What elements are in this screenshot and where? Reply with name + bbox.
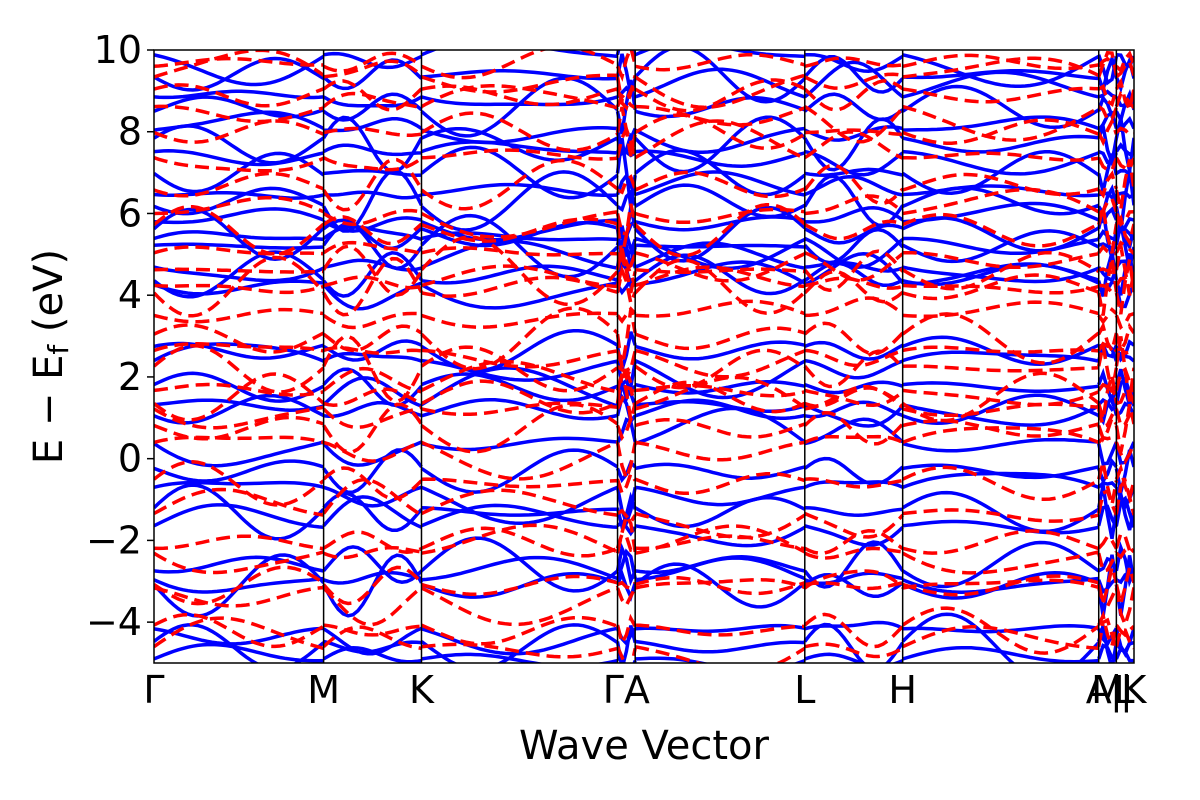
y-axis-ticks: −4 −2 0 2 4 6 8 10 xyxy=(86,28,154,644)
y-tick-label: 10 xyxy=(94,28,142,72)
high-symmetry-lines xyxy=(322,50,1118,663)
spin_up_solid-band xyxy=(154,536,1134,593)
y-axis-label-subscript: f xyxy=(42,344,75,355)
spin_down_dashed-band xyxy=(154,426,1134,484)
spin_down_dashed-band xyxy=(154,50,1134,111)
y-tick-label: 8 xyxy=(118,110,142,154)
spin_up_solid-band xyxy=(154,168,1134,233)
y-axis-label-unit: (eV) xyxy=(26,249,72,345)
spin_down_dashed-band xyxy=(154,187,1134,239)
spin_down_dashed-band xyxy=(154,157,1134,212)
spin_up_solid-band xyxy=(154,328,1134,373)
y-tick-label: −2 xyxy=(86,518,142,562)
spin_up_solid-band xyxy=(154,50,1134,104)
x-tick-label: ΓA xyxy=(603,668,650,712)
spin_down_dashed-band xyxy=(154,77,1134,114)
x-tick-label: | xyxy=(1110,668,1123,713)
spin_down_dashed-band xyxy=(154,371,1134,423)
spin_down_dashed-band xyxy=(154,235,1134,307)
spin_down_dashed-band xyxy=(154,84,1134,144)
spin_down_dashed-band xyxy=(154,402,1134,454)
x-tick-label: Γ xyxy=(143,668,164,712)
spin_down_dashed-band xyxy=(154,565,1134,606)
y-tick-label: 2 xyxy=(118,355,142,399)
y-axis-label-main: E − E xyxy=(26,355,72,465)
spin_down_dashed-band xyxy=(154,334,1134,404)
x-tick-label: | xyxy=(1120,668,1133,713)
x-tick-label: K xyxy=(409,668,435,712)
x-tick-label: K xyxy=(1122,668,1148,712)
spin_up_solid-band xyxy=(154,448,1134,495)
y-tick-label: 0 xyxy=(118,437,142,481)
x-tick-label: L xyxy=(794,668,815,712)
spin_down_dashed-band xyxy=(154,306,1134,371)
spin_down_dashed-band xyxy=(154,255,1134,318)
x-tick-label: H xyxy=(888,668,917,712)
spin_down_dashed-band xyxy=(154,50,1134,82)
x-tick-label: A xyxy=(1086,668,1112,712)
spin_down_dashed-band xyxy=(154,569,1134,631)
y-tick-label: 4 xyxy=(118,273,142,317)
x-tick-label: M xyxy=(1091,668,1124,712)
spin_down_dashed-band xyxy=(154,240,1134,283)
spin_down_dashed-band xyxy=(154,106,1134,157)
spin_down_dashed-series xyxy=(154,50,1134,663)
x-tick-label: L xyxy=(1113,668,1134,712)
spin_down_dashed-band xyxy=(154,202,1134,258)
spin_down_dashed-band xyxy=(154,296,1134,331)
spin_up_solid-band xyxy=(154,620,1134,658)
plot-frame xyxy=(153,49,1135,664)
y-axis-label: E − Ef (eV) xyxy=(26,249,75,464)
spin_down_dashed-band xyxy=(154,511,1134,575)
spin_down_dashed-band xyxy=(154,460,1134,507)
bands-layer xyxy=(154,50,1134,663)
y-tick-label: 6 xyxy=(118,191,142,235)
x-axis-ticks: Γ M K ΓA L H AM|L|K xyxy=(143,668,1147,713)
x-tick-label: M xyxy=(307,668,340,712)
spin_down_dashed-band xyxy=(154,616,1134,663)
y-tick-label: −4 xyxy=(86,600,142,644)
x-axis-label: Wave Vector xyxy=(519,723,770,769)
spin_down_dashed-band xyxy=(154,606,1134,655)
spin_up_solid-band xyxy=(154,495,1134,548)
